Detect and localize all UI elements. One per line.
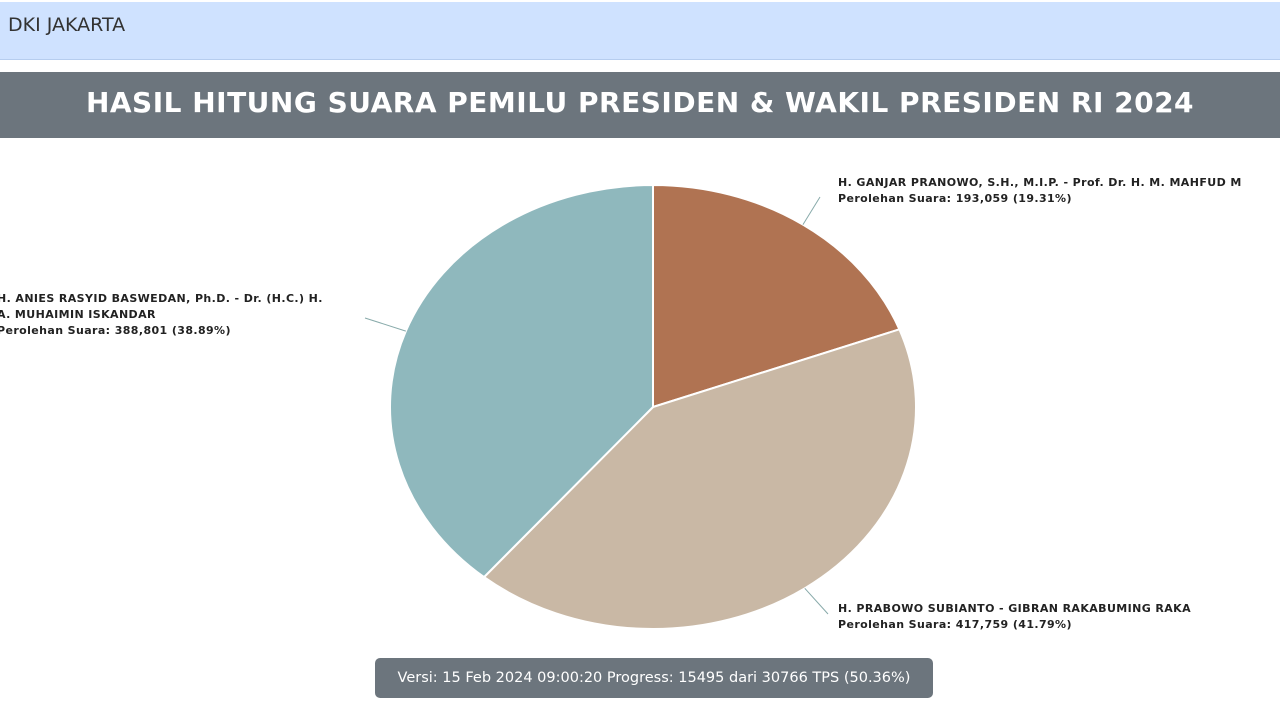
slice-label: H. ANIES RASYID BASWEDAN, Ph.D. - Dr. (H… (0, 292, 323, 305)
connector-line (364, 317, 406, 332)
region-bar: DKI JAKARTA (0, 2, 1280, 60)
value-label: Perolehan Suara: 388,801 (38.89%) (0, 324, 231, 337)
pie-slice (482, 328, 917, 630)
connector-line (804, 587, 829, 615)
chart: H. GANJAR PRANOWO, S.H., M.I.P. - Prof. … (0, 176, 1242, 631)
value-label: Perolehan Suara: 417,759 (41.79%) (838, 618, 1072, 631)
slice-label: A. MUHAIMIN ISKANDAR (0, 308, 156, 321)
slice-label: H. GANJAR PRANOWO, S.H., M.I.P. - Prof. … (838, 176, 1242, 189)
connector-line (802, 196, 821, 225)
chart-title: HASIL HITUNG SUARA PEMILU PRESIDEN & WAK… (0, 72, 1280, 138)
version-badge: Versi: 15 Feb 2024 09:00:20 Progress: 15… (375, 658, 933, 698)
slice-label: H. PRABOWO SUBIANTO - GIBRAN RAKABUMING … (838, 602, 1191, 615)
pie-slice (652, 183, 901, 409)
value-label: Perolehan Suara: 193,059 (19.31%) (838, 192, 1072, 205)
